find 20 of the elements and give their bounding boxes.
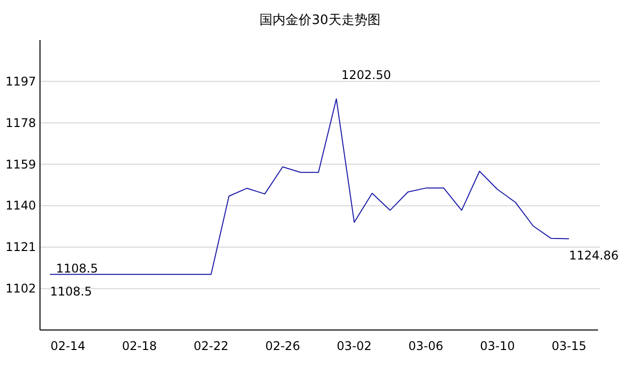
y-tick-label: 1178 — [5, 116, 36, 130]
y-tick-label: 1197 — [5, 74, 36, 88]
x-tick-label: 02-26 — [265, 339, 300, 353]
x-tick-label: 03-06 — [408, 339, 444, 353]
annotation: 1124.86 — [569, 248, 619, 263]
x-tick-label: 02-18 — [122, 339, 157, 353]
y-tick-label: 1121 — [5, 240, 36, 254]
chart-title: 国内金价30天走势图 — [260, 13, 380, 28]
x-tick-label: 02-22 — [194, 339, 229, 353]
annotation: 1202.50 — [341, 68, 391, 82]
x-tick-label: 03-15 — [552, 339, 586, 353]
y-tick-label: 1140 — [5, 198, 36, 213]
annotation: 1108.5 — [50, 284, 92, 298]
annotation: 1108.5 — [56, 261, 98, 276]
x-tick-label: 02-14 — [50, 339, 86, 353]
x-tick-label: 03-02 — [336, 339, 372, 353]
y-tick-label: 1159 — [5, 157, 36, 172]
x-tick-label: 03-10 — [480, 339, 515, 353]
y-tick-label: 1102 — [5, 282, 36, 296]
line-series — [50, 98, 570, 275]
